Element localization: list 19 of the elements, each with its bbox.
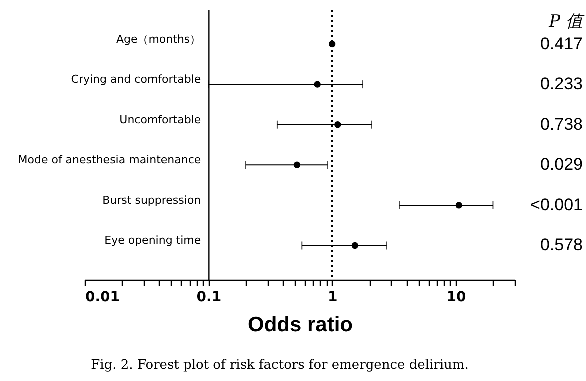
x-tick-label: 1 <box>328 290 338 306</box>
y-tick-label: Mode of anesthesia maintenance <box>18 154 202 167</box>
x-axis-title: Odds ratio <box>248 314 354 336</box>
y-tick-label: Crying and comfortable <box>71 73 202 86</box>
x-tick-label: 0.1 <box>196 290 222 306</box>
y-tick-label: Age（months） <box>116 32 202 46</box>
y-tick-label: Uncomfortable <box>120 113 202 126</box>
x-tick-label: 10 <box>446 290 466 306</box>
text: 0.233 <box>540 74 583 94</box>
text: 0.578 <box>540 236 583 255</box>
text: 0.738 <box>540 114 583 134</box>
text: <0.001 <box>530 195 583 214</box>
text: 0.029 <box>540 155 583 174</box>
y-tick-label: Eye opening time <box>104 234 202 248</box>
caption: Fig. 2. Forest plot of risk factors for emergence delirium. <box>91 358 469 373</box>
x-tick-label: 0.01 <box>86 290 120 306</box>
y-tick-label: Burst suppression <box>102 194 202 207</box>
text: P 值 <box>548 12 585 32</box>
text: 0.417 <box>540 34 583 54</box>
